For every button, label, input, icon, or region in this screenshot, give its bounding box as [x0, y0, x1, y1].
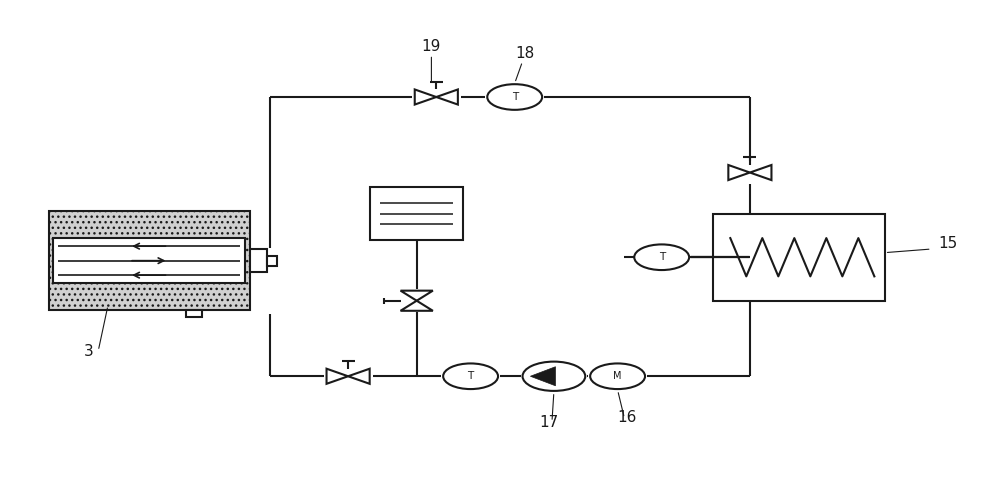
Bar [250, 249, 267, 272]
Text: T: T [467, 371, 474, 381]
Text: 18: 18 [515, 46, 534, 61]
Bar [49, 211, 250, 310]
Text: T: T [659, 252, 665, 262]
Polygon shape [530, 367, 555, 386]
Text: 15: 15 [939, 236, 958, 251]
Text: 17: 17 [539, 414, 559, 430]
Text: 3: 3 [84, 344, 93, 358]
Circle shape [590, 363, 645, 389]
Bar [370, 187, 463, 240]
Circle shape [634, 244, 689, 270]
Text: 19: 19 [422, 39, 441, 54]
Bar [713, 214, 885, 300]
Bar [267, 256, 277, 266]
Circle shape [487, 84, 542, 110]
Text: 16: 16 [618, 410, 637, 425]
Text: T: T [512, 92, 518, 102]
Circle shape [443, 363, 498, 389]
Circle shape [523, 362, 585, 391]
Bar [53, 238, 245, 283]
Bar [186, 310, 202, 317]
Text: M: M [613, 371, 622, 381]
